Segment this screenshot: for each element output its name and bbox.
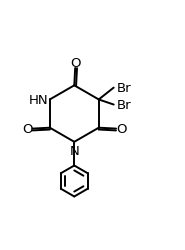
Text: HN: HN: [29, 93, 48, 106]
Text: O: O: [116, 122, 127, 136]
Text: Br: Br: [117, 98, 132, 111]
Text: O: O: [22, 122, 32, 136]
Text: N: N: [70, 144, 80, 157]
Text: Br: Br: [117, 82, 132, 94]
Text: O: O: [70, 57, 80, 70]
